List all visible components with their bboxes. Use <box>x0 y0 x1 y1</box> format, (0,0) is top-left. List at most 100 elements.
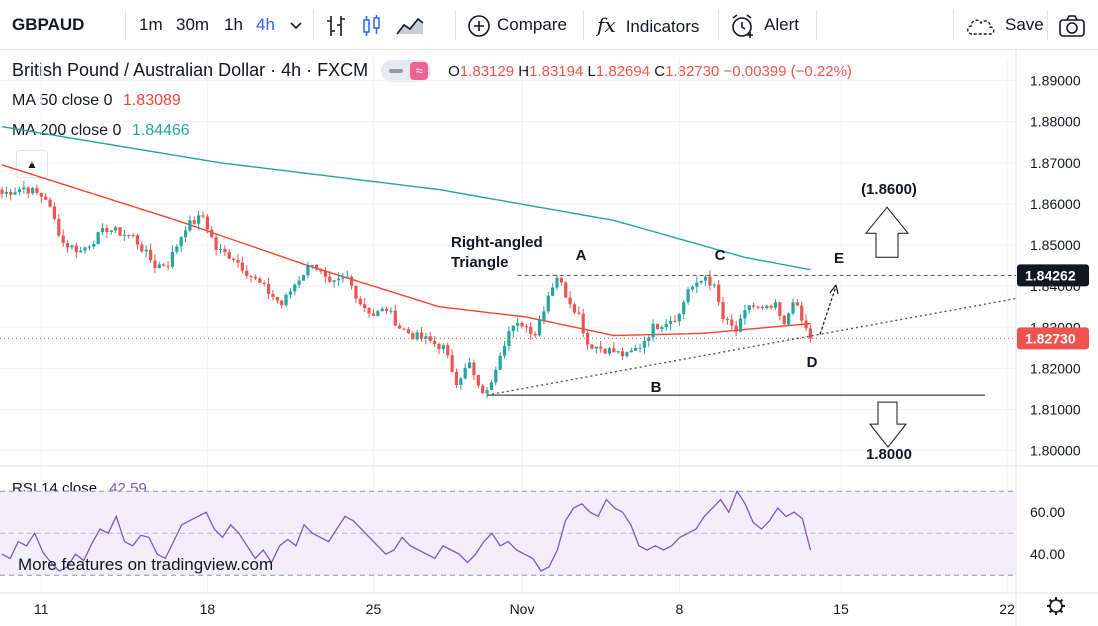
candle-body <box>140 244 144 252</box>
candle-body <box>406 329 411 334</box>
ma200-legend: MA 200 close 0 1.84466 <box>12 122 190 139</box>
candle-body <box>341 277 345 279</box>
toolbar-divider <box>455 10 456 40</box>
candle-body <box>236 259 240 263</box>
point-label-a: A <box>576 247 587 264</box>
candle-body <box>516 322 520 326</box>
area-icon[interactable] <box>396 0 424 50</box>
toolbar-divider <box>313 10 314 40</box>
candle-body <box>804 320 808 329</box>
candle-body <box>760 306 764 309</box>
candle-body <box>61 235 65 244</box>
candle-body <box>778 302 782 316</box>
candle-body <box>315 264 319 270</box>
candle-body <box>227 251 231 259</box>
promo-text[interactable]: More features on tradingview.com <box>18 555 274 574</box>
candle-body <box>201 215 205 217</box>
candle-body <box>389 310 393 312</box>
candle-body <box>489 382 494 391</box>
candle-body <box>275 297 279 301</box>
candle-body <box>183 230 188 238</box>
symbol-button[interactable]: GBPAUD <box>12 15 85 34</box>
candle-body <box>752 305 756 307</box>
candle-body <box>328 276 332 282</box>
interval-30m-button[interactable]: 30m <box>176 15 210 34</box>
alert-button[interactable]: Alert <box>730 0 799 50</box>
candle-body <box>384 308 389 311</box>
candle-body <box>0 189 4 194</box>
collapse-legend-button[interactable]: ▲ <box>16 150 48 178</box>
save-button[interactable]: Save <box>965 0 1044 50</box>
candle-body <box>524 326 528 328</box>
target-up-arrow <box>864 206 910 258</box>
candle-body <box>647 337 651 341</box>
candle-body <box>65 243 70 248</box>
candle-body <box>773 302 778 308</box>
chevron-down-icon[interactable] <box>290 0 302 50</box>
camera-icon[interactable] <box>1059 0 1085 50</box>
candle-body <box>253 276 258 279</box>
candles-icon[interactable] <box>361 0 383 50</box>
candle-body <box>127 234 131 236</box>
interval-4h-button[interactable]: 4h <box>256 15 275 34</box>
time-tick-label: Nov <box>510 601 535 617</box>
candle-body <box>564 282 568 298</box>
candle-body <box>122 234 126 236</box>
candle-body <box>511 325 515 332</box>
pattern-label: Triangle <box>451 254 509 271</box>
candle-body <box>262 282 266 285</box>
candle-body <box>70 245 74 248</box>
candle-body <box>26 187 30 194</box>
candle-body <box>734 325 738 332</box>
candle-body <box>712 284 716 286</box>
candle-body <box>699 280 703 283</box>
candle-body <box>9 191 13 195</box>
candle-body <box>105 228 109 233</box>
chart-style-toggle[interactable]: ≈ <box>381 60 432 83</box>
chart-title: British Pound / Australian Dollar · 4h ·… <box>12 60 369 80</box>
candle-body <box>581 313 585 334</box>
candle-body <box>769 305 773 308</box>
candle-body <box>135 235 140 245</box>
last-price-tag-text: 1.82730 <box>1025 330 1076 346</box>
candle-body <box>730 319 734 326</box>
candle-body <box>144 249 148 252</box>
price-tick-label: 1.81000 <box>1030 402 1081 418</box>
indicators-button[interactable]: fx Indicators <box>597 0 699 50</box>
time-tick-label: 22 <box>999 601 1015 617</box>
candle-body <box>424 336 428 339</box>
candle-body <box>498 355 502 370</box>
candle-body <box>13 192 17 195</box>
candle-body <box>669 320 673 324</box>
candle-body <box>205 216 209 230</box>
candle-body <box>481 385 485 394</box>
candle-body <box>537 320 542 336</box>
gear-icon[interactable] <box>1047 597 1065 615</box>
candle-body <box>708 276 712 286</box>
candle-body <box>603 348 607 354</box>
candle-body <box>476 375 480 386</box>
candle-body <box>218 248 223 251</box>
price-chart[interactable]: Right-angled Triangle A B C D E (1.8600) 1.8000 1… <box>0 50 1098 626</box>
candle-body <box>721 302 725 320</box>
candle-body <box>87 246 91 248</box>
candle-body <box>743 310 747 319</box>
candle-body <box>79 250 83 253</box>
compare-button[interactable]: Compare <box>467 0 567 50</box>
candle-body <box>808 328 813 339</box>
candle-body <box>551 287 555 296</box>
interval-1h-button[interactable]: 1h <box>224 15 243 34</box>
candle-body <box>363 304 367 309</box>
last-price-tag: 1.82730 <box>1017 327 1089 350</box>
bars-icon[interactable] <box>325 0 347 50</box>
candle-body <box>92 243 96 247</box>
candle-body <box>271 293 275 298</box>
candle-body <box>638 347 642 349</box>
alert-label: Alert <box>764 15 799 34</box>
resistance-price-tag-bg <box>1017 264 1089 287</box>
candle-body <box>629 350 633 353</box>
rsi-tick-label: 40.00 <box>1030 546 1065 562</box>
candle-body <box>210 229 214 238</box>
interval-1m-button[interactable]: 1m <box>139 15 163 34</box>
ma50-line <box>1 164 811 337</box>
